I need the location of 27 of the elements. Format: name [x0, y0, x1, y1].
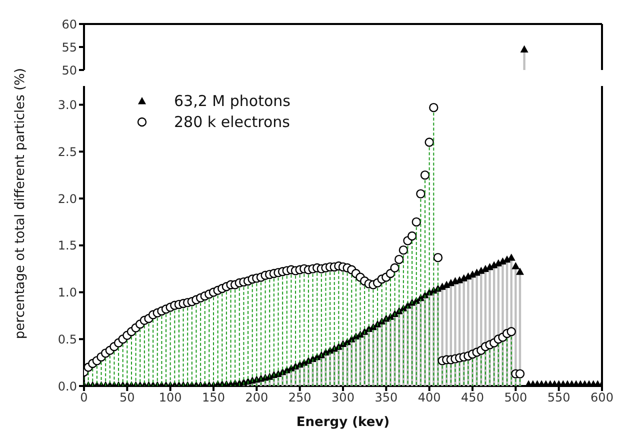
x-axis-title: Energy (kev) [296, 415, 390, 430]
y-tick-label: 1.0 [58, 286, 77, 300]
x-tick-label: 400 [418, 390, 441, 405]
legend-label: 63,2 M photons [174, 92, 290, 110]
x-tick-label: 550 [547, 390, 570, 405]
x-tick-label: 250 [288, 390, 312, 405]
y-tick-label: 2.0 [58, 192, 77, 206]
legend-label: 280 k electrons [174, 112, 290, 130]
y-tick-label: 1.5 [58, 238, 77, 253]
x-tick-label: 600 [590, 390, 614, 405]
y-tick-label: 0.5 [58, 332, 77, 346]
x-tick-label: 150 [202, 390, 225, 405]
x-tick-label: 0 [80, 390, 88, 405]
y-axis-title: percentage ot total different particles (%) [12, 68, 28, 338]
x-tick-label: 450 [461, 390, 484, 405]
y-tick-label: 3.0 [58, 98, 77, 112]
x-tick-label: 300 [332, 390, 354, 405]
y-tick-label: 0.0 [58, 379, 77, 394]
y-tick-label: 2.5 [58, 144, 77, 159]
x-tick-label: 50 [120, 390, 135, 405]
x-tick-label: 100 [158, 390, 182, 405]
y-tick-label: 55 [62, 40, 77, 54]
y-tick-label: 60 [62, 17, 77, 32]
x-tick-label: 200 [245, 390, 268, 405]
x-tick-label: 500 [504, 390, 528, 405]
y-tick-label: 50 [62, 63, 77, 78]
x-tick-label: 350 [374, 390, 398, 405]
